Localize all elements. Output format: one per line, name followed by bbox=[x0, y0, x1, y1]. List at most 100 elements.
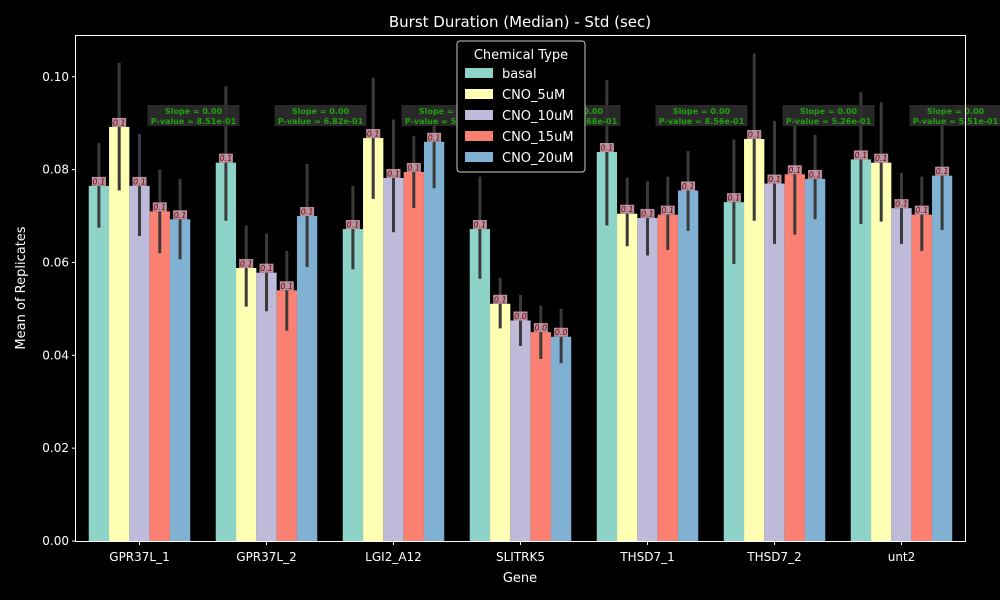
bar bbox=[342, 229, 364, 541]
bar bbox=[657, 214, 678, 542]
bar bbox=[530, 332, 551, 541]
bar-label-box bbox=[681, 181, 696, 191]
bar-label-box bbox=[620, 204, 635, 214]
bar-label: 0.1 bbox=[260, 264, 273, 273]
bar-label-box bbox=[427, 132, 442, 142]
bar bbox=[469, 229, 491, 541]
legend-swatch bbox=[465, 110, 493, 120]
bar-label-box bbox=[218, 153, 233, 163]
bar bbox=[129, 185, 150, 541]
bar-label-box bbox=[747, 129, 762, 139]
bar-label: 0.1 bbox=[621, 205, 634, 214]
bar-label: 0.1 bbox=[641, 209, 654, 218]
bar bbox=[744, 138, 765, 541]
bar bbox=[88, 185, 110, 541]
bar-label: 0.1 bbox=[661, 206, 674, 215]
legend-items: basal CNO_5uM CNO_10uM CNO_15uM CNO_20uM bbox=[465, 67, 574, 166]
bar-label: 0.1 bbox=[728, 194, 741, 203]
annotation-slope: Slope = 0.00 bbox=[800, 107, 858, 116]
bar-label-box bbox=[300, 207, 315, 217]
bar-label-box bbox=[640, 208, 655, 218]
bar-label-box bbox=[152, 202, 167, 212]
x-axis-label: Gene bbox=[503, 571, 537, 586]
x-tick-label: THSD7_2 bbox=[746, 550, 801, 564]
bar-label: 0.1 bbox=[174, 211, 187, 220]
bar bbox=[784, 174, 805, 541]
bar-label: 0.1 bbox=[347, 221, 360, 230]
bar-label: 0.1 bbox=[153, 203, 166, 212]
bar-label: 0.1 bbox=[428, 133, 441, 142]
bar bbox=[550, 336, 572, 541]
legend-entry-label: CNO_10uM bbox=[502, 109, 574, 124]
bar-label-box bbox=[259, 263, 274, 273]
y-tick-label: 0.00 bbox=[42, 534, 69, 548]
annotation: Slope = 0.00P-value = 8.51e-01 bbox=[147, 105, 240, 126]
bar bbox=[296, 216, 318, 541]
bar bbox=[911, 214, 932, 542]
bar-label-box bbox=[173, 210, 188, 220]
bar-label: 0.1 bbox=[601, 143, 614, 152]
bar-label-box bbox=[787, 165, 802, 175]
annotation-slope: Slope = 0.00 bbox=[419, 107, 477, 116]
bar-label: 0.1 bbox=[133, 177, 146, 186]
bar-label-box bbox=[599, 142, 614, 152]
x-tick-label: GPR37L_2 bbox=[236, 550, 296, 564]
bar bbox=[596, 151, 618, 541]
bar bbox=[891, 208, 912, 542]
annotation: Slope = 0.00P-value = 5.51e-01 bbox=[909, 105, 1000, 126]
bar-label-box bbox=[345, 220, 360, 230]
bar-label-box bbox=[386, 168, 401, 178]
bar-label-box bbox=[853, 150, 868, 160]
bar-label: 0.1 bbox=[682, 182, 695, 191]
bar bbox=[276, 290, 297, 541]
x-tick-label: LGI2_A12 bbox=[365, 550, 422, 564]
bar bbox=[850, 159, 872, 541]
bar-label-box bbox=[808, 169, 823, 179]
bar-label-box bbox=[914, 205, 929, 215]
bar-label: 0.1 bbox=[875, 154, 888, 163]
annotation: Slope = 0.00P-value = 6.82e-01 bbox=[274, 105, 367, 126]
annotation-box bbox=[782, 105, 875, 126]
bar-label: 0.1 bbox=[809, 170, 822, 179]
y-tick-label: 0.08 bbox=[42, 163, 69, 177]
y-tick-label: 0.10 bbox=[42, 70, 69, 84]
annotation: Slope = 0.00P-value = 5.26e-01 bbox=[782, 105, 875, 126]
bar-label: 0.1 bbox=[915, 206, 928, 215]
bar-label-box bbox=[533, 323, 548, 333]
bar-label-box bbox=[472, 220, 487, 230]
bar-label-box bbox=[767, 174, 782, 184]
bar-label: 0.0 bbox=[555, 328, 568, 337]
bar-label: 0.1 bbox=[936, 167, 949, 176]
bar-label-box bbox=[406, 162, 421, 172]
bar-label-box bbox=[279, 281, 294, 291]
annotation-slope: Slope = 0.00 bbox=[165, 107, 223, 116]
bar-label: 0.1 bbox=[387, 169, 400, 178]
bar-label: 0.0 bbox=[514, 312, 527, 321]
bar-label-box bbox=[894, 199, 909, 209]
bar bbox=[169, 219, 191, 541]
bar-label: 0.1 bbox=[220, 154, 233, 163]
bar bbox=[871, 162, 892, 541]
bar-label-box bbox=[366, 129, 381, 139]
plot-frame bbox=[75, 35, 966, 542]
annotation-pvalue: P-value = 6.82e-01 bbox=[278, 117, 364, 126]
annotation-box bbox=[274, 105, 367, 126]
legend-entry-label: CNO_20uM bbox=[502, 151, 574, 166]
x-tick-label: THSD7_1 bbox=[619, 550, 674, 564]
annotation-pvalue: P-value = 5.51e-01 bbox=[913, 117, 999, 126]
bar-label-box bbox=[513, 311, 528, 321]
annotation-slope: Slope = 0.00 bbox=[927, 107, 985, 116]
bar bbox=[109, 126, 130, 542]
annotation: Slope = 0.00P-value = 8.56e-01 bbox=[655, 105, 748, 126]
annotation-box bbox=[909, 105, 1000, 126]
annotation-box bbox=[655, 105, 748, 126]
bar bbox=[236, 268, 257, 541]
bar-label-box bbox=[726, 193, 741, 203]
bar-label-box bbox=[935, 166, 950, 176]
bar bbox=[931, 175, 953, 541]
bar-label-box bbox=[660, 205, 675, 215]
bar bbox=[490, 303, 511, 541]
bar-label-box bbox=[91, 176, 106, 186]
bar bbox=[383, 177, 404, 542]
